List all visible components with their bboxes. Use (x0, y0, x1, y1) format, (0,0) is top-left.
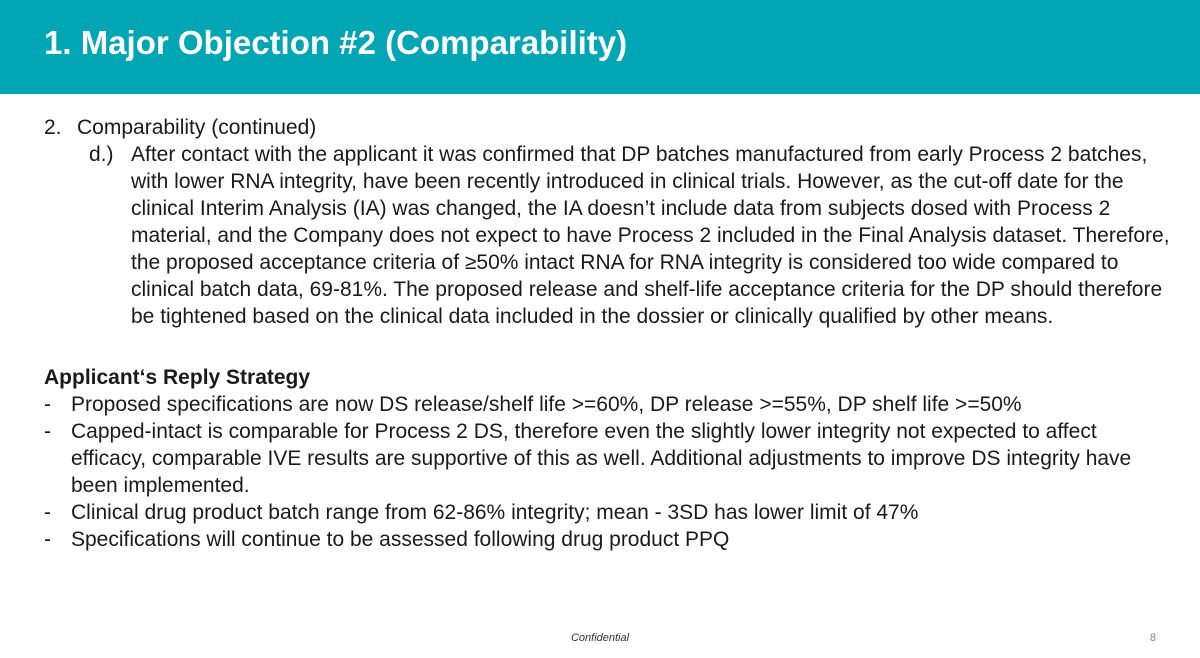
subitem-text: After contact with the applicant it was … (131, 143, 1170, 328)
subitem-marker: d.) (89, 143, 114, 166)
strategy-bullet-list: - Proposed specifications are now DS rel… (44, 391, 1184, 553)
slide-header: 1. Major Objection #2 (Comparability) (0, 0, 1200, 94)
subitem-d: d.) After contact with the applicant it … (89, 141, 1184, 330)
bullet-dash: - (44, 501, 51, 524)
strategy-heading: Applicant‘s Reply Strategy (44, 366, 311, 389)
bullet-text: Proposed specifications are now DS relea… (71, 393, 1022, 416)
bullet-text: Capped-intact is comparable for Process … (71, 420, 1132, 497)
bullet-text: Clinical drug product batch range from 6… (71, 501, 919, 524)
section-title: Comparability (continued) (77, 116, 317, 139)
slide-title: 1. Major Objection #2 (Comparability) (44, 24, 628, 61)
bullet-dash: - (44, 528, 51, 551)
section-number: 2. (44, 116, 62, 139)
bullet-text: Specifications will continue to be asses… (71, 528, 730, 551)
section-heading: 2. Comparability (continued) (44, 114, 1184, 141)
list-item: - Proposed specifications are now DS rel… (44, 391, 1184, 418)
bullet-dash: - (44, 393, 51, 416)
list-item: - Clinical drug product batch range from… (44, 499, 1184, 526)
list-item: - Specifications will continue to be ass… (44, 526, 1184, 553)
confidential-footer: Confidential (570, 632, 630, 644)
slide-content: 2. Comparability (continued) d.) After c… (44, 114, 1184, 553)
bullet-dash: - (44, 420, 51, 443)
page-number: 8 (1149, 632, 1156, 644)
list-item: - Capped-intact is comparable for Proces… (44, 418, 1184, 499)
